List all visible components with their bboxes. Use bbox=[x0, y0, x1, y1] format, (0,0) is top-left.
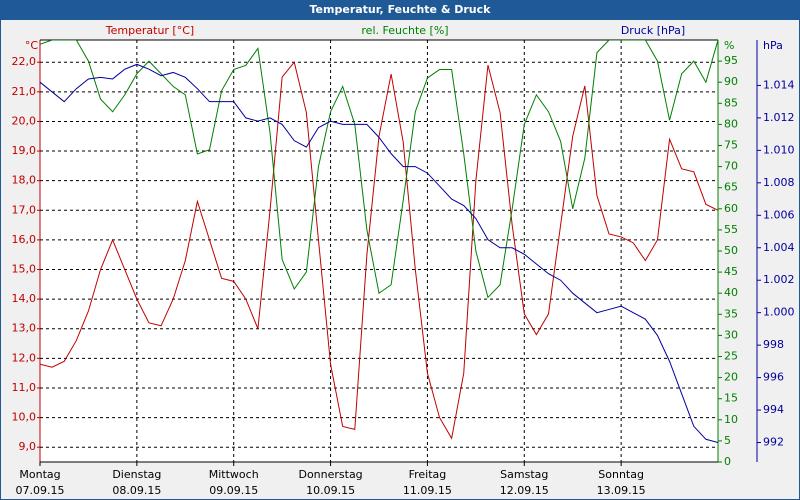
y2-tick-label: 30 bbox=[724, 328, 738, 341]
y-tick-label: 9,0 bbox=[19, 440, 37, 453]
y3-tick-label: 1.000 bbox=[763, 306, 795, 319]
x-tick-date: 13.09.15 bbox=[597, 484, 646, 497]
y2-tick-label: 85 bbox=[724, 96, 738, 109]
y2-axis-label: rel. Feuchte [%] bbox=[361, 24, 448, 37]
title-bar bbox=[0, 0, 800, 20]
y-tick-label: 12,0 bbox=[12, 351, 37, 364]
y2-tick-label: 35 bbox=[724, 307, 738, 320]
y-tick-label: 15,0 bbox=[12, 263, 37, 276]
y2-tick-label: 70 bbox=[724, 160, 738, 173]
x-tick-label: Montag bbox=[19, 468, 60, 481]
y-tick-label: 14,0 bbox=[12, 292, 37, 305]
x-tick-label: Mittwoch bbox=[209, 468, 259, 481]
x-tick-label: Donnerstag bbox=[298, 468, 362, 481]
x-tick-date: 11.09.15 bbox=[403, 484, 452, 497]
x-tick-date: 08.09.15 bbox=[112, 484, 161, 497]
y2-tick-label: 5 bbox=[724, 434, 731, 447]
y-tick-label: 21,0 bbox=[12, 85, 37, 98]
y3-tick-label: 992 bbox=[763, 436, 784, 449]
y3-tick-label: 1.002 bbox=[763, 273, 795, 286]
y-axis-label: Temperatur [°C] bbox=[105, 24, 194, 37]
y3-axis-label: Druck [hPa] bbox=[621, 24, 685, 37]
y2-tick-label: 90 bbox=[724, 75, 738, 88]
y2-tick-label: 55 bbox=[724, 223, 738, 236]
plot-area bbox=[40, 40, 718, 462]
series-line bbox=[40, 61, 718, 440]
y2-tick-label: 50 bbox=[724, 244, 738, 257]
y-tick-label: 18,0 bbox=[12, 174, 37, 187]
y2-tick-label: 20 bbox=[724, 371, 738, 384]
series-line bbox=[40, 40, 718, 299]
x-tick-date: 12.09.15 bbox=[500, 484, 549, 497]
y2-tick-label: 0 bbox=[724, 455, 731, 468]
y3-tick-label: 996 bbox=[763, 371, 784, 384]
y-tick-label: 11,0 bbox=[12, 381, 37, 394]
x-tick-label: Samstag bbox=[500, 468, 548, 481]
y2-tick-label: 60 bbox=[724, 202, 738, 215]
x-tick-date: 07.09.15 bbox=[16, 484, 65, 497]
y3-unit: hPa bbox=[763, 39, 783, 52]
y2-tick-label: 95 bbox=[724, 54, 738, 67]
y3-tick-label: 1.010 bbox=[763, 143, 795, 156]
y2-tick-label: 45 bbox=[724, 265, 738, 278]
y-tick-label: 22,0 bbox=[12, 55, 37, 68]
y-tick-label: 16,0 bbox=[12, 233, 37, 246]
y2-tick-label: 65 bbox=[724, 181, 738, 194]
chart-title: Temperatur, Feuchte & Druck bbox=[310, 3, 492, 16]
y3-tick-label: 998 bbox=[763, 338, 784, 351]
x-tick-label: Freitag bbox=[409, 468, 447, 481]
y3-tick-label: 1.004 bbox=[763, 241, 795, 254]
y2-tick-label: 40 bbox=[724, 286, 738, 299]
y2-tick-label: 15 bbox=[724, 392, 738, 405]
x-tick-date: 09.09.15 bbox=[209, 484, 258, 497]
y-tick-label: 13,0 bbox=[12, 322, 37, 335]
y3-tick-label: 1.014 bbox=[763, 78, 795, 91]
y3-tick-label: 1.008 bbox=[763, 176, 795, 189]
y3-tick-label: 994 bbox=[763, 403, 784, 416]
y3-tick-label: 1.012 bbox=[763, 111, 795, 124]
y2-tick-label: 25 bbox=[724, 350, 738, 363]
y2-tick-label: 80 bbox=[724, 117, 738, 130]
y2-tick-label: 10 bbox=[724, 413, 738, 426]
series-line bbox=[40, 63, 718, 444]
y-tick-label: 10,0 bbox=[12, 411, 37, 424]
x-tick-label: Sonntag bbox=[598, 468, 644, 481]
y2-tick-label: 75 bbox=[724, 139, 738, 152]
y-tick-label: 19,0 bbox=[12, 144, 37, 157]
y3-tick-label: 1.006 bbox=[763, 208, 795, 221]
x-tick-label: Dienstag bbox=[112, 468, 161, 481]
y-unit: °C bbox=[25, 39, 39, 52]
y-tick-label: 20,0 bbox=[12, 114, 37, 127]
x-tick-date: 10.09.15 bbox=[306, 484, 355, 497]
y-tick-label: 17,0 bbox=[12, 203, 37, 216]
y2-unit: % bbox=[724, 39, 734, 52]
